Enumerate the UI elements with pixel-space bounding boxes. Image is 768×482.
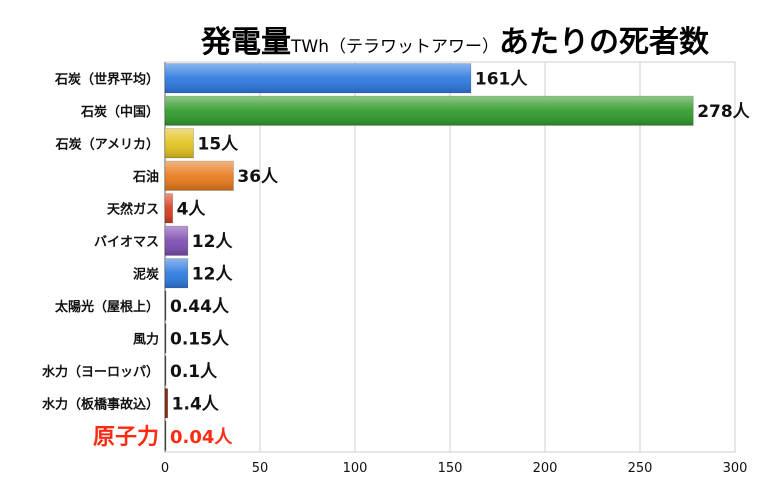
category-label-7: 太陽光（屋根上）	[54, 299, 159, 315]
bar-10	[164, 388, 168, 419]
value-label-5: 12人	[192, 232, 234, 252]
value-label-1: 278人	[697, 102, 750, 122]
category-label-8: 風力	[133, 331, 159, 347]
chart-title: 発電量TWh（テラワットアワー）あたりの死者数	[200, 25, 710, 60]
value-label-0: 161人	[475, 69, 528, 89]
category-label-9: 水力（ヨーロッパ）	[42, 364, 159, 380]
value-label-3: 36人	[237, 167, 279, 187]
x-tick-label-0: 0	[161, 461, 169, 476]
category-label-11: 原子力	[93, 425, 159, 450]
category-label-2: 石炭（アメリカ）	[55, 136, 159, 152]
category-label-0: 石炭（世界平均）	[54, 71, 159, 87]
chart-title-part3: あたりの死者数	[499, 25, 710, 60]
x-tick-label-250: 250	[628, 461, 653, 476]
chart-title-part1: 発電量	[200, 25, 291, 60]
value-label-8: 0.15人	[170, 329, 230, 349]
category-label-10: 水力（板橋事故込）	[42, 396, 159, 412]
x-tick-label-200: 200	[533, 461, 558, 476]
value-label-4: 4人	[177, 199, 207, 219]
value-label-6: 12人	[192, 264, 234, 284]
bar-7	[164, 290, 167, 321]
bar-gloss-2	[165, 128, 194, 158]
category-label-5: バイオマス	[94, 235, 159, 250]
bar-gloss-6	[165, 258, 188, 288]
bar-9	[164, 355, 167, 386]
chart-title-part2: TWh（テラワットアワー）	[290, 37, 499, 57]
value-label-10: 1.4人	[172, 394, 220, 414]
x-tick-label-50: 50	[252, 461, 269, 476]
bar-gloss-4	[165, 193, 173, 223]
category-label-6: 泥炭	[133, 266, 159, 282]
bar-8	[164, 323, 167, 354]
x-tick-label-150: 150	[438, 461, 463, 476]
bar-gloss-5	[165, 226, 188, 256]
category-label-4: 天然ガス	[107, 201, 159, 217]
value-label-7: 0.44人	[170, 297, 230, 317]
bar-gloss-3	[165, 161, 234, 191]
value-label-11: 0.04人	[170, 427, 233, 448]
x-tick-label-300: 300	[723, 461, 748, 476]
value-label-9: 0.1人	[170, 362, 218, 382]
category-label-3: 石油	[132, 169, 159, 185]
value-label-2: 15人	[198, 134, 240, 154]
bar-11	[164, 420, 167, 451]
x-tick-label-100: 100	[343, 461, 368, 476]
category-label-1: 石炭（中国）	[80, 104, 159, 120]
bar-gloss-1	[165, 96, 694, 126]
bar-gloss-0	[165, 63, 471, 93]
